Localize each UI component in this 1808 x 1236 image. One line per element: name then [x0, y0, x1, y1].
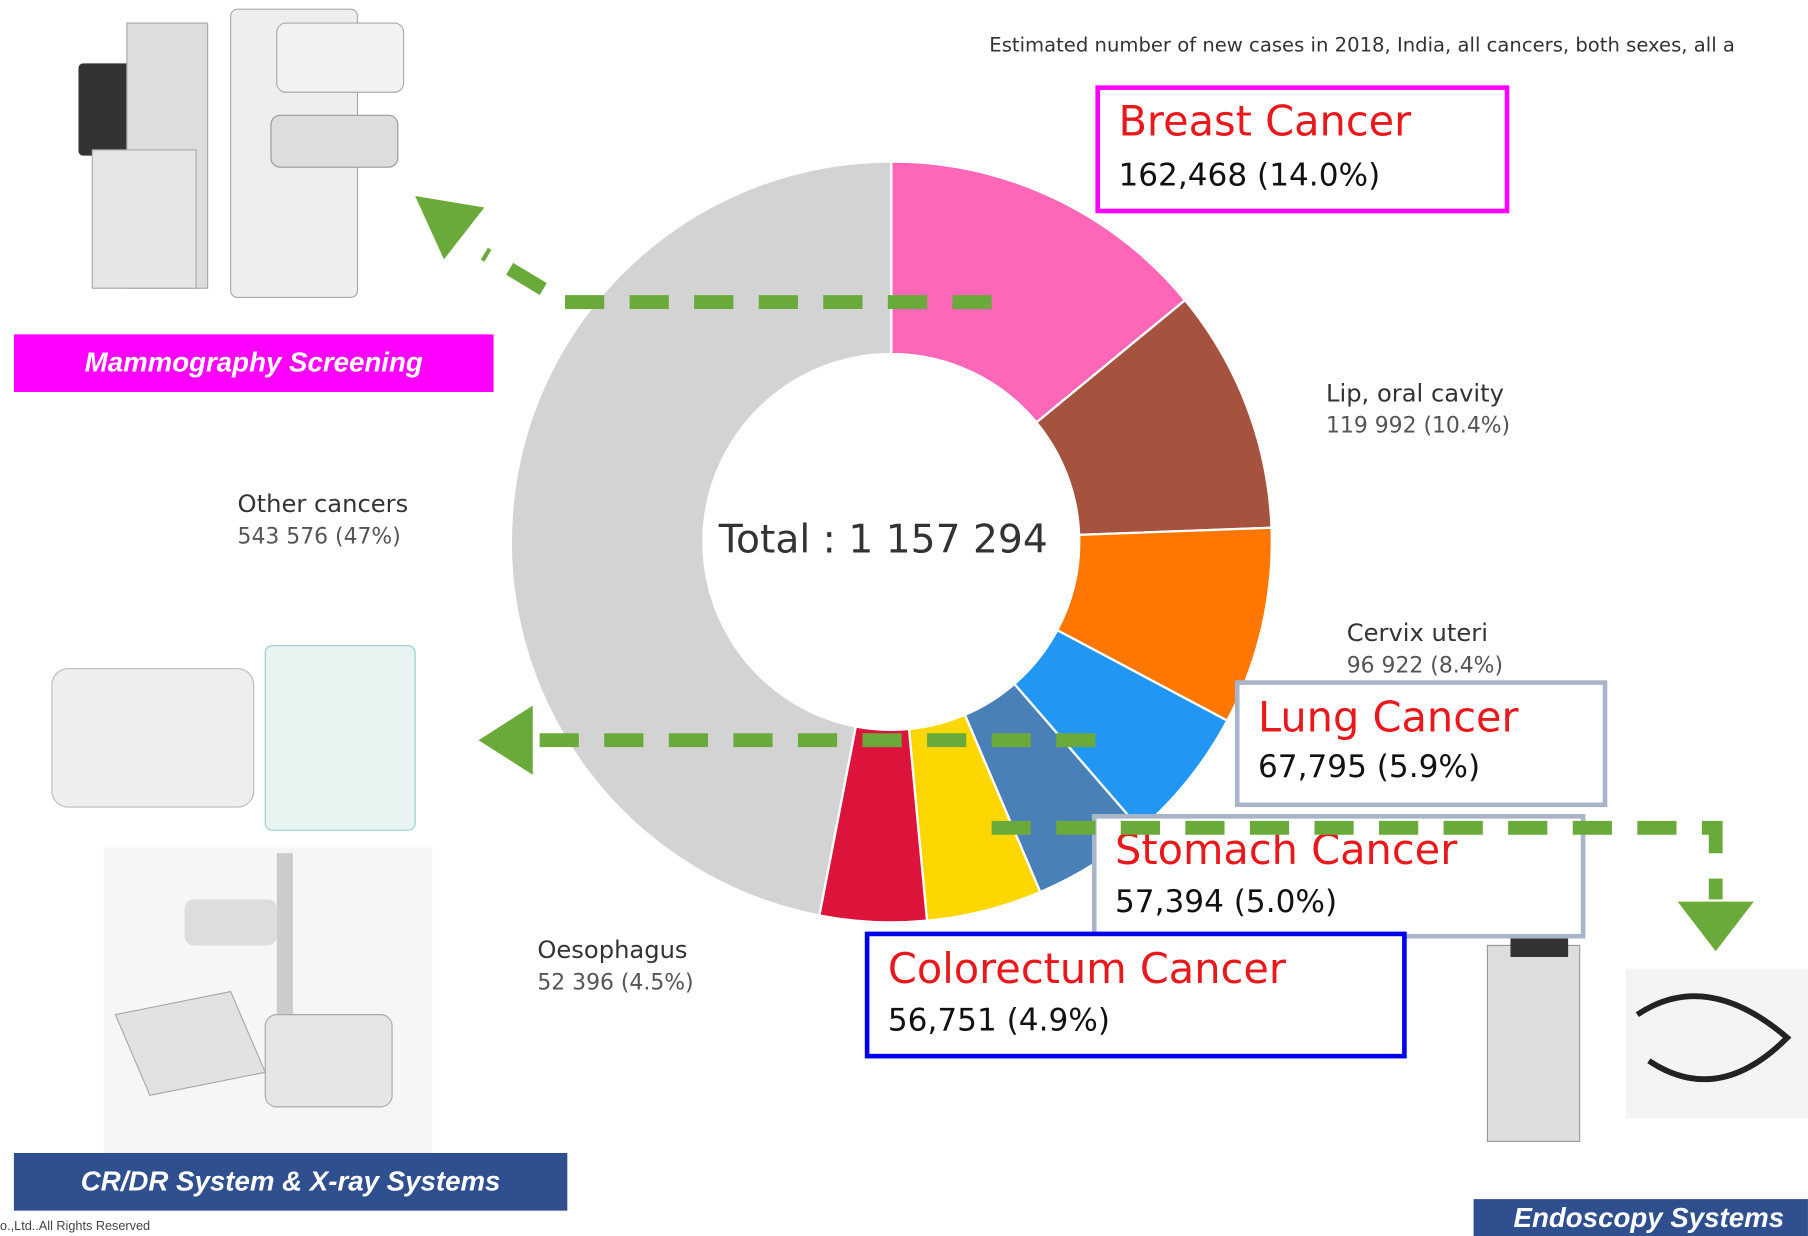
slice-value: 96 922 (8.4%)	[1347, 653, 1503, 678]
slice-name: Breast Cancer	[1118, 97, 1412, 146]
slice-value: 543 576 (47%)	[238, 524, 401, 549]
slice-value: 56,751 (4.9%)	[888, 1003, 1110, 1039]
slice-value: 67,795 (5.9%)	[1258, 749, 1480, 785]
caption: CR/DR System & X-ray Systems	[81, 1165, 501, 1196]
subtitle: Estimated number of new cases in 2018, I…	[989, 34, 1735, 57]
slice-name: Other cancers	[238, 490, 409, 518]
endoscopy-image	[1487, 911, 1808, 1142]
slice-name: Cervix uteri	[1347, 619, 1488, 647]
chart: Estimated number of new cases in 2018, I…	[0, 0, 1808, 1236]
slice-value: 119 992 (10.4%)	[1326, 414, 1510, 439]
slice-name: Colorectum Cancer	[888, 944, 1287, 993]
center-total: Total : 1 157 294	[718, 517, 1048, 562]
slice-name: Oesophagus	[537, 936, 687, 964]
xray-image	[52, 646, 432, 1153]
mammography-image	[78, 9, 403, 297]
slice-value: 57,394 (5.0%)	[1115, 884, 1337, 920]
page: {"chart_data": { "type": "donut", "subti…	[0, 0, 1808, 1236]
slice-name: Lung Cancer	[1258, 693, 1520, 742]
slice-value: 52 396 (4.5%)	[537, 970, 693, 995]
slice-name: Lip, oral cavity	[1326, 379, 1504, 407]
footer: o.,Ltd..All Rights Reserved	[0, 1219, 150, 1233]
caption: Mammography Screening	[85, 347, 423, 378]
slice-value: 162,468 (14.0%)	[1118, 157, 1380, 193]
caption: Endoscopy Systems	[1514, 1202, 1785, 1233]
